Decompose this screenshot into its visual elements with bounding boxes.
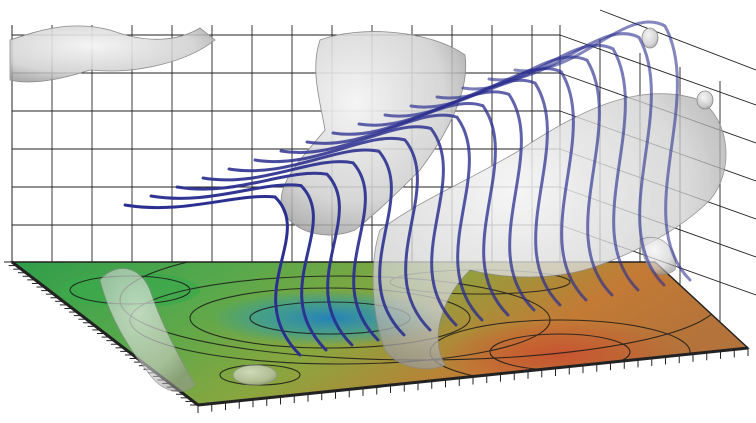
streamline	[357, 90, 536, 312]
streamline	[253, 137, 432, 332]
streamline	[513, 20, 692, 282]
streamline	[305, 113, 484, 322]
axis-line	[599, 9, 756, 71]
streamline	[227, 148, 406, 337]
streamline	[123, 195, 302, 357]
streamline	[331, 102, 510, 317]
streamline	[149, 183, 328, 352]
streamline	[383, 78, 562, 307]
streamline	[201, 160, 380, 342]
streamline	[175, 171, 354, 347]
streamlines	[123, 20, 692, 357]
streamline	[279, 125, 458, 327]
